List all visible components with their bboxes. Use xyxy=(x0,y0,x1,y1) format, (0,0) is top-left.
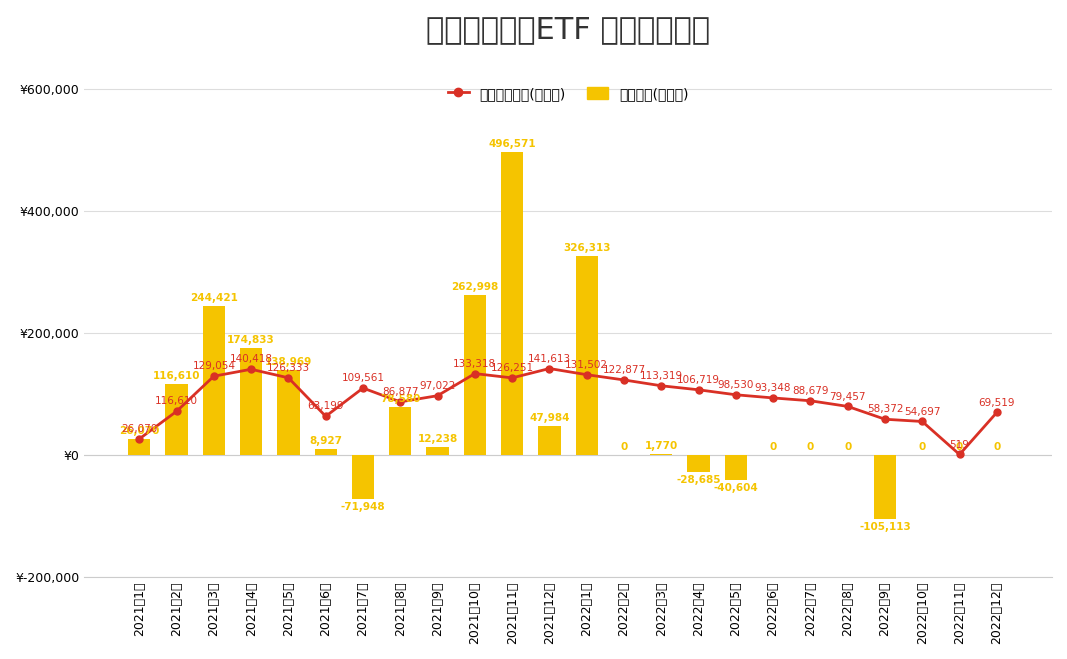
Text: 88,679: 88,679 xyxy=(792,386,829,396)
Text: 138,969: 138,969 xyxy=(265,357,312,367)
Text: 86,877: 86,877 xyxy=(382,387,418,397)
Text: 26,070: 26,070 xyxy=(120,426,159,436)
Text: 0: 0 xyxy=(620,442,627,452)
Text: 58,372: 58,372 xyxy=(866,405,904,415)
Bar xyxy=(464,295,487,455)
Bar xyxy=(352,455,375,499)
Text: 78,580: 78,580 xyxy=(380,394,420,404)
Bar xyxy=(538,426,560,455)
Text: 93,348: 93,348 xyxy=(754,383,792,393)
Bar xyxy=(203,306,225,455)
Bar xyxy=(128,439,150,455)
Text: 174,833: 174,833 xyxy=(227,335,275,345)
Text: -40,604: -40,604 xyxy=(714,482,759,492)
Bar xyxy=(389,407,412,455)
Text: 98,530: 98,530 xyxy=(718,380,754,390)
Text: 262,998: 262,998 xyxy=(451,281,498,291)
Bar xyxy=(724,455,747,480)
Text: 0: 0 xyxy=(807,442,814,452)
Text: 109,561: 109,561 xyxy=(341,373,384,383)
Bar xyxy=(240,349,262,455)
Text: 69,519: 69,519 xyxy=(978,397,1015,407)
Text: -71,948: -71,948 xyxy=(340,501,385,511)
Text: 47,984: 47,984 xyxy=(529,413,570,422)
Text: 0: 0 xyxy=(956,442,964,452)
Text: 106,719: 106,719 xyxy=(678,375,720,385)
Text: 116,610: 116,610 xyxy=(155,397,198,407)
Text: 1,770: 1,770 xyxy=(644,441,678,451)
Text: 126,333: 126,333 xyxy=(267,363,310,373)
Text: 122,877: 122,877 xyxy=(603,365,646,375)
Text: 79,457: 79,457 xyxy=(829,391,866,401)
Text: 496,571: 496,571 xyxy=(489,139,536,149)
Text: 116,610: 116,610 xyxy=(153,371,201,381)
Text: -105,113: -105,113 xyxy=(859,522,911,532)
Text: -28,685: -28,685 xyxy=(676,475,721,485)
Text: 141,613: 141,613 xyxy=(528,354,571,364)
Bar xyxy=(650,454,672,455)
Bar xyxy=(575,256,598,455)
Text: 113,319: 113,319 xyxy=(640,371,683,381)
Text: 63,199: 63,199 xyxy=(307,401,344,411)
Text: 129,054: 129,054 xyxy=(192,361,236,371)
Legend: 平均実現損益(利確額), 実現損益(利確額): 平均実現損益(利確額), 実現損益(利確額) xyxy=(442,81,694,106)
Text: 54,697: 54,697 xyxy=(904,407,940,416)
Bar xyxy=(277,370,300,455)
Text: 26,070: 26,070 xyxy=(122,424,158,434)
Bar xyxy=(500,152,523,455)
Text: 8,927: 8,927 xyxy=(309,436,343,446)
Bar xyxy=(165,384,188,455)
Text: 97,022: 97,022 xyxy=(419,381,456,391)
Text: 126,251: 126,251 xyxy=(491,363,534,373)
Text: 0: 0 xyxy=(919,442,926,452)
Text: 131,502: 131,502 xyxy=(566,360,608,370)
Text: 0: 0 xyxy=(844,442,851,452)
Text: 12,238: 12,238 xyxy=(417,434,458,444)
Text: 0: 0 xyxy=(993,442,1001,452)
Text: 244,421: 244,421 xyxy=(190,293,238,303)
Title: トライオートETF 月別実現損益: トライオートETF 月別実現損益 xyxy=(426,15,710,44)
Text: 326,313: 326,313 xyxy=(563,243,610,253)
Bar xyxy=(687,455,710,473)
Bar xyxy=(315,449,337,455)
Text: 133,318: 133,318 xyxy=(453,358,496,369)
Text: 519: 519 xyxy=(950,440,970,449)
Bar xyxy=(874,455,896,519)
Text: 0: 0 xyxy=(769,442,777,452)
Text: 140,418: 140,418 xyxy=(229,355,273,364)
Bar xyxy=(427,447,449,455)
